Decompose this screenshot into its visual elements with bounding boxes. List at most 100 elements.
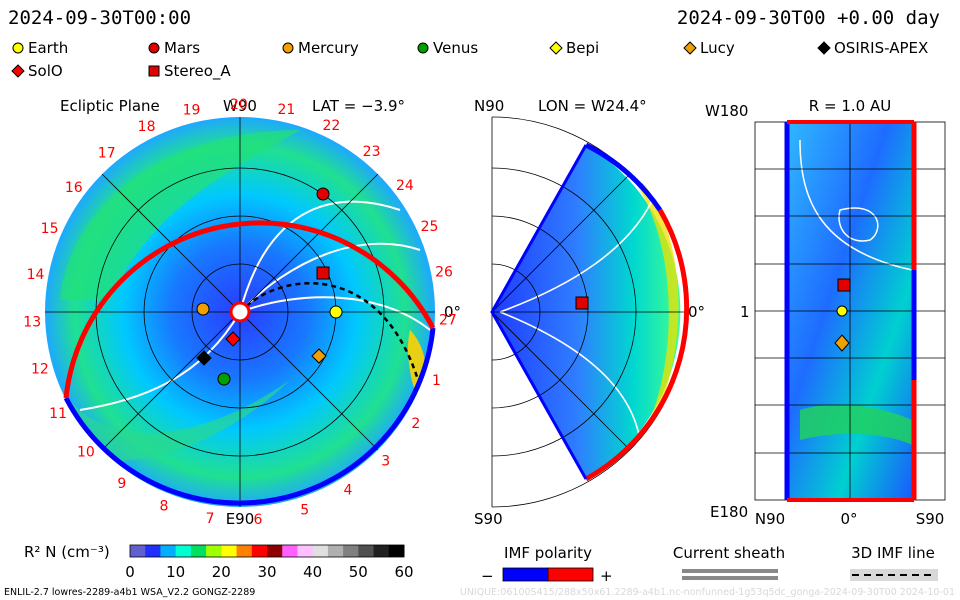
ecliptic-marker-venus: [217, 372, 231, 386]
carrington-label-7: 7: [206, 511, 215, 527]
meridional-polarity-negative: [584, 142, 663, 212]
legend-label-osiris-apex: OSIRIS-APEX: [834, 39, 928, 57]
colorbar-cell: [312, 545, 329, 557]
legend-label-mercury: Mercury: [298, 39, 359, 57]
sphere-x-tick-n90: N90: [755, 510, 785, 528]
footer-model-info: ENLIL-2.7 lowres-2289-a4b1 WSA_V2.2 GONG…: [4, 587, 255, 598]
meridional-green-band: [630, 175, 679, 440]
ecliptic-polarity-negative: [63, 327, 436, 506]
colorbar-cell: [221, 545, 238, 557]
colorbar-tick-60: 60: [394, 563, 413, 581]
carrington-label-12: 12: [31, 362, 49, 378]
sphere-stereo-a-marker: [837, 278, 851, 292]
imf-plus: +: [600, 567, 613, 585]
ecliptic-marker-stereo-a: [316, 266, 330, 280]
imf-minus: −: [481, 567, 494, 585]
sun-inner-boundary: [229, 301, 251, 323]
ecliptic-polarity-positive: [63, 220, 436, 399]
legend-label-venus: Venus: [433, 39, 478, 57]
sphere-left-mid: 1: [740, 303, 750, 321]
sheath-swatch-bottom: [682, 576, 778, 580]
colorbar-cell: [160, 545, 177, 557]
carrington-label-1: 1: [432, 373, 441, 389]
density-colorbar-cells: [130, 545, 405, 557]
sphere-x-tick-s90: S90: [916, 510, 945, 528]
carrington-label-8: 8: [159, 499, 168, 515]
legend-marker-solo: [11, 64, 25, 78]
colorbar-cell: [251, 545, 268, 557]
colorbar-tick-20: 20: [212, 563, 231, 581]
legend-marker-mars: [148, 42, 160, 54]
carrington-label-16: 16: [65, 180, 83, 196]
legend-marker-osiris-apex: [817, 41, 831, 55]
carrington-label-26: 26: [435, 265, 453, 281]
colorbar-tick-40: 40: [303, 563, 322, 581]
imf-negative-swatch: [502, 567, 549, 582]
ecliptic-marker-lucy: [311, 348, 327, 364]
legend-marker-mercury: [282, 42, 294, 54]
sphere-lucy-marker: [834, 334, 850, 352]
ecliptic-body-markers: [196, 187, 343, 386]
sphere-green-band: [800, 404, 912, 445]
ecliptic-right-label: 0°: [444, 303, 461, 321]
carrington-label-11: 11: [49, 406, 67, 422]
legend-label-lucy: Lucy: [700, 39, 735, 57]
carrington-label-10: 10: [77, 445, 95, 461]
carrington-label-18: 18: [138, 119, 156, 135]
imf-line-title: 3D IMF line: [851, 544, 935, 562]
colorbar-cell: [145, 545, 161, 557]
ecliptic-top-label: W90: [223, 97, 257, 115]
colorbar-tick-10: 10: [166, 563, 185, 581]
carrington-label-3: 3: [381, 453, 390, 469]
colorbar-cell: [297, 545, 314, 557]
colorbar-cell: [358, 545, 375, 557]
legend-marker-lucy: [683, 41, 697, 55]
carrington-label-5: 5: [300, 503, 309, 519]
imf-line-legend: 3D IMF line: [850, 544, 938, 581]
carrington-label-15: 15: [41, 221, 59, 237]
carrington-label-23: 23: [363, 144, 381, 160]
meridional-stereo-a-marker: [575, 296, 589, 310]
sphere-bottom-left: E180: [710, 503, 748, 521]
colorbar-tick-0: 0: [125, 563, 135, 581]
meridional-white-contour: [499, 179, 661, 441]
green-stream-band: [60, 130, 300, 300]
legend-marker-stereo-a: [148, 65, 160, 77]
meridional-polarity-positive: [584, 208, 690, 482]
sheath-title: Current sheath: [673, 544, 785, 562]
meridional-top-left: N90: [474, 97, 504, 115]
colorbar-cell: [190, 545, 207, 557]
carrington-label-24: 24: [396, 178, 414, 194]
colorbar-cell: [175, 545, 192, 557]
carrington-label-27: 27: [439, 312, 457, 328]
ecliptic-panel: Ecliptic Plane LAT = −3.9° W90 0° E90: [23, 97, 461, 528]
carrington-label-14: 14: [27, 267, 45, 283]
sphere-earth-marker: [836, 305, 848, 317]
legend-label-earth: Earth: [28, 39, 68, 57]
legend-label-stereo-a: Stereo_A: [164, 62, 231, 81]
carrington-label-22: 22: [322, 118, 340, 134]
legend-marker-venus: [417, 42, 429, 54]
colorbar-tick-50: 50: [349, 563, 368, 581]
carrington-label-9: 9: [117, 476, 126, 492]
white-contours: [79, 200, 431, 411]
colorbar-tick-30: 30: [257, 563, 276, 581]
ecliptic-bottom-label: E90: [226, 510, 255, 528]
body-legend: Earth Mars Mercury Venus Bepi Lucy OSIRIS-APEX…: [11, 39, 928, 81]
carrington-label-13: 13: [23, 315, 41, 331]
ecliptic-marker-solo: [225, 331, 241, 347]
legend-marker-bepi: [549, 41, 563, 55]
sheath-swatch-top: [682, 569, 778, 573]
ecliptic-marker-osiris-apex: [196, 350, 212, 366]
ecliptic-title: Ecliptic Plane: [60, 97, 160, 115]
carrington-label-6: 6: [253, 512, 262, 528]
density-colorbar-frame: [129, 544, 405, 558]
meridional-grid: [491, 116, 688, 508]
ecliptic-lat: LAT = −3.9°: [312, 97, 405, 115]
current-sheath-legend: Current sheath: [673, 544, 785, 580]
density-colorbar: R² N (cm⁻³) 0 10 20 30 40 50 60: [24, 543, 414, 581]
meridional-title: LON = W24.4°: [538, 97, 647, 115]
carrington-label-17: 17: [98, 145, 116, 161]
